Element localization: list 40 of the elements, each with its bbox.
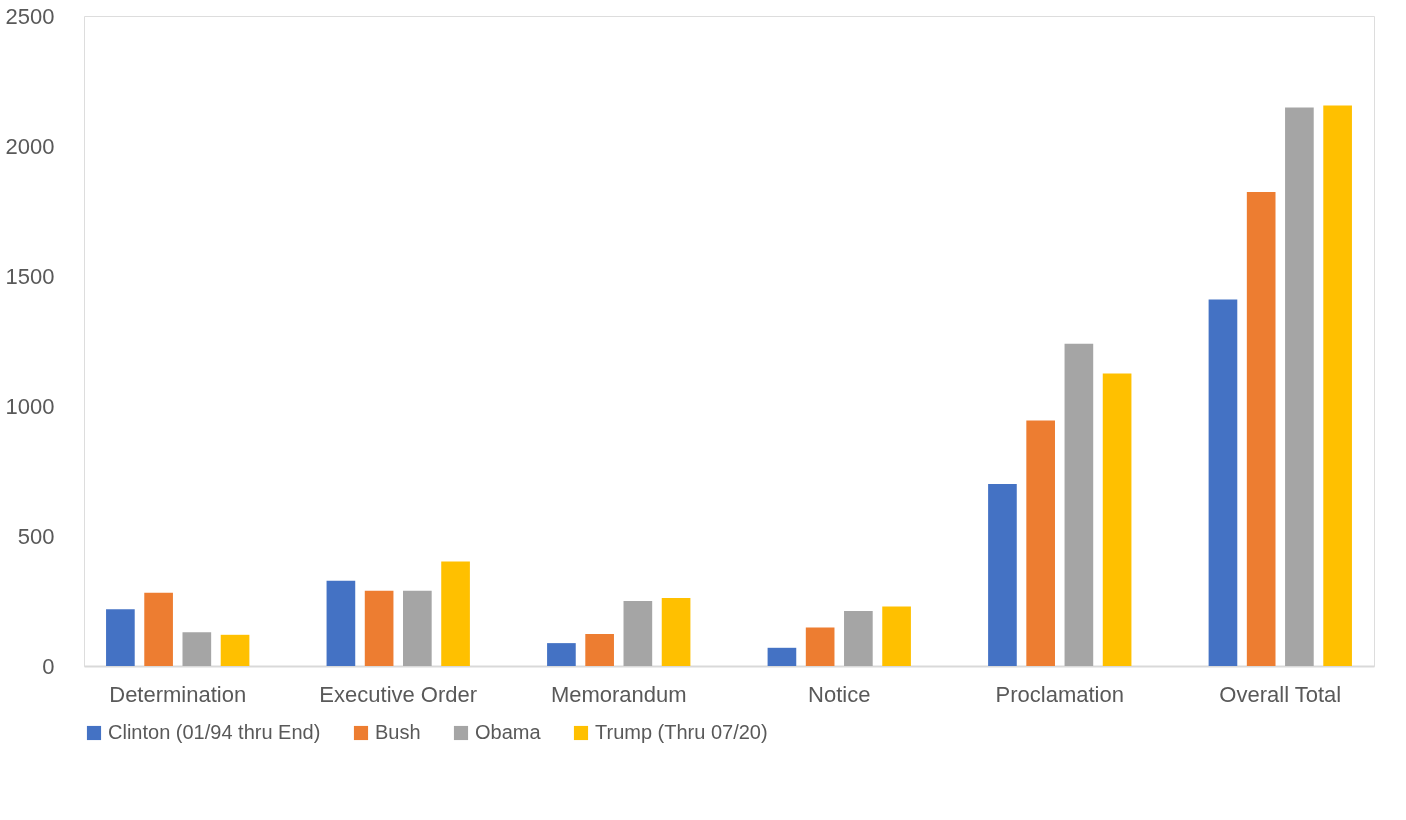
y-tick-label: 1000 [5, 393, 55, 419]
bar [988, 484, 1017, 666]
bar [144, 592, 173, 666]
bar [403, 590, 432, 666]
legend-label: Obama [475, 721, 542, 743]
bar [844, 610, 873, 666]
x-tick-label: Memorandum [550, 681, 687, 707]
bar [364, 590, 394, 666]
bar [547, 643, 576, 666]
y-tick-label: 2000 [5, 133, 55, 159]
bar [805, 627, 835, 666]
bar [1323, 105, 1352, 666]
bar [1285, 107, 1314, 666]
y-tick-label: 0 [42, 653, 55, 679]
bar [1064, 343, 1094, 666]
bar [661, 597, 691, 666]
bar [441, 561, 470, 666]
legend-label: Clinton (01/94 thru End) [108, 721, 321, 743]
bar [220, 634, 250, 666]
x-tick-label: Proclamation [995, 681, 1124, 707]
bar [882, 606, 911, 666]
bar [1208, 299, 1238, 666]
bar [106, 609, 135, 666]
bar [585, 634, 614, 666]
y-tick-label: 500 [17, 523, 55, 549]
legend-label: Trump (Thru 07/20) [595, 721, 768, 743]
y-tick-label: 1500 [5, 263, 55, 289]
x-tick-label: Determination [109, 681, 247, 707]
bar [767, 647, 797, 666]
bar [1026, 420, 1055, 666]
bar [1246, 192, 1276, 666]
x-tick-label: Executive Order [319, 681, 478, 707]
bar [623, 601, 653, 666]
x-tick-label: Overall Total [1219, 681, 1342, 707]
bar [182, 632, 212, 666]
bar [326, 580, 356, 666]
y-tick-label: 2500 [5, 3, 55, 29]
bar [1102, 373, 1132, 666]
x-tick-label: Notice [808, 681, 871, 707]
legend-label: Bush [375, 721, 421, 743]
